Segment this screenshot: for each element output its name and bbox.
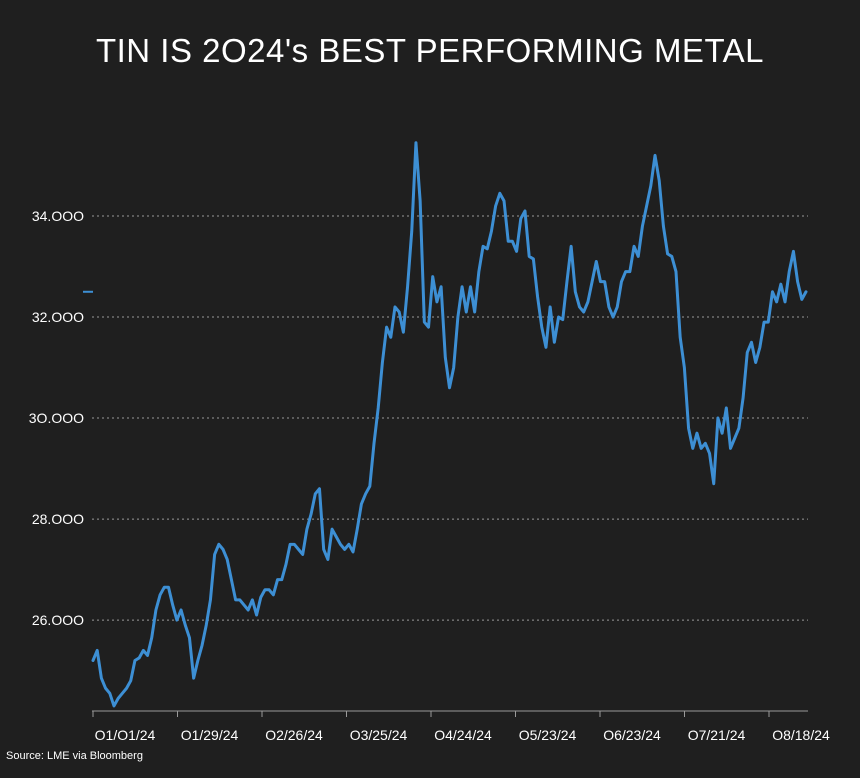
- x-tick-label: O1/29/24: [181, 727, 239, 743]
- source-note: Source: LME via Bloomberg: [6, 750, 143, 762]
- gridlines: [92, 215, 808, 621]
- x-tick-label: O6/23/24: [603, 727, 661, 743]
- x-tick-label: O1/O1/24: [95, 727, 156, 743]
- y-tick-label: 28.OOO: [32, 511, 84, 527]
- y-tick-label: 3O.OOO: [29, 410, 84, 426]
- y-tick-label: 32.OOO: [32, 309, 84, 325]
- y-tick-label: 26.OOO: [32, 612, 84, 628]
- x-tick-label: O2/26/24: [265, 727, 323, 743]
- y-axis-tick-labels: 26.OOO 28.OOO 3O.OOO 32.OOO 34.OOO: [29, 208, 84, 628]
- x-tick-label: O3/25/24: [350, 727, 408, 743]
- y-tick-label: 34.OOO: [32, 208, 84, 224]
- x-axis-tick-labels: O1/O1/24 O1/29/24 O2/26/24 O3/25/24 O4/24/24…: [95, 727, 830, 743]
- chart-title: TIN IS 2O24's BEST PERFORMING METAL: [95, 32, 765, 69]
- x-tick-label: O7/21/24: [688, 727, 746, 743]
- x-axis-ticks: [92, 711, 770, 717]
- series-line: [91, 141, 808, 708]
- x-tick-label: O5/23/24: [519, 727, 577, 743]
- x-tick-label: O4/24/24: [434, 727, 492, 743]
- x-tick-label: O8/18/24: [772, 727, 830, 743]
